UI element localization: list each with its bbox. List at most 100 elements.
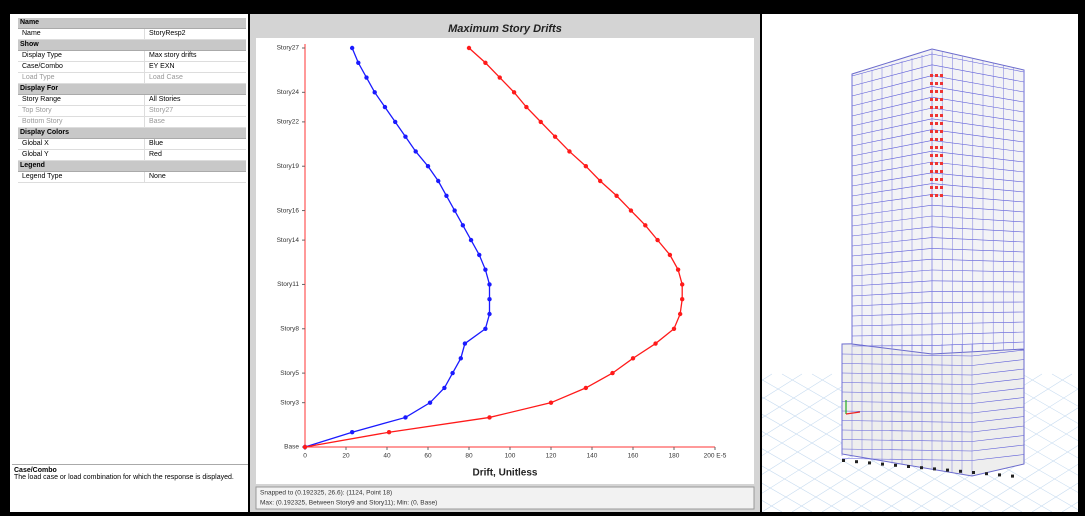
model-joint — [930, 114, 933, 117]
y-tick-label: Story8 — [280, 325, 299, 332]
point — [452, 208, 456, 212]
point — [584, 164, 588, 168]
x-tick-label: 160 — [628, 453, 639, 460]
point — [477, 253, 481, 257]
model-joint — [940, 146, 943, 149]
point — [629, 208, 633, 212]
model-face — [842, 342, 1024, 476]
model-joint — [930, 138, 933, 141]
point — [487, 297, 491, 301]
point — [672, 327, 676, 331]
point — [387, 430, 391, 434]
model-support — [985, 472, 988, 475]
app-window: NameNameStoryResp2ShowDisplay TypeMax st… — [0, 0, 1085, 516]
property-value[interactable]: Load Case — [145, 73, 246, 83]
status-line: Snapped to (0.192325, 26.6): (1124, Poin… — [260, 490, 392, 497]
property-name: Name — [18, 29, 145, 39]
model-joint — [935, 146, 938, 149]
property-name: Legend Type — [18, 172, 145, 182]
y-tick-label: Story3 — [280, 399, 299, 406]
model-joint — [940, 106, 943, 109]
point — [469, 238, 473, 242]
point — [373, 90, 377, 94]
y-tick-label: Story19 — [277, 163, 300, 170]
point — [383, 105, 387, 109]
point — [442, 386, 446, 390]
property-value[interactable]: Story27 — [145, 106, 246, 116]
point — [487, 312, 491, 316]
point — [483, 61, 487, 65]
model-joint — [935, 74, 938, 77]
property-name: Display Type — [18, 51, 145, 61]
property-name: Global Y — [18, 150, 145, 160]
model-joint — [935, 186, 938, 189]
model-joint — [930, 154, 933, 157]
model-joint — [935, 178, 938, 181]
section-header: Legend — [18, 161, 246, 172]
property-value[interactable]: StoryResp2 — [145, 29, 246, 39]
point — [467, 46, 471, 50]
model-support — [894, 464, 897, 467]
property-name: Case/Combo — [18, 62, 145, 72]
model-support — [1011, 475, 1014, 478]
point — [444, 194, 448, 198]
section-header: Show — [18, 40, 246, 51]
model-joint — [930, 122, 933, 125]
property-value[interactable]: EY EXN — [145, 62, 246, 72]
model-support — [920, 466, 923, 469]
point — [428, 400, 432, 404]
model-joint — [930, 106, 933, 109]
chart-title: Maximum Story Drifts — [448, 23, 562, 35]
point — [653, 341, 657, 345]
point — [614, 194, 618, 198]
point — [436, 179, 440, 183]
x-tick-label: 180 — [669, 453, 680, 460]
model-joint — [935, 138, 938, 141]
point — [643, 223, 647, 227]
model-joint — [930, 90, 933, 93]
point — [680, 282, 684, 286]
model-joint — [935, 90, 938, 93]
model-joint — [930, 130, 933, 133]
point — [598, 179, 602, 183]
point — [403, 415, 407, 419]
x-tick-label: 140 — [587, 453, 598, 460]
help-box: Case/Combo The load case or load combina… — [12, 464, 248, 513]
x-tick-label: 80 — [465, 453, 473, 460]
model-joint — [935, 194, 938, 197]
property-value[interactable]: Blue — [145, 139, 246, 149]
model-joint — [935, 130, 938, 133]
property-name: Load Type — [18, 73, 145, 83]
model-joint — [935, 154, 938, 157]
section-header: Display For — [18, 84, 246, 95]
x-axis-label: Drift, Unitless — [472, 468, 537, 479]
x-tick-label: 200 E-5 — [704, 453, 727, 460]
model-joint — [935, 106, 938, 109]
property-name: Bottom Story — [18, 117, 145, 127]
model-support — [946, 469, 949, 472]
model-support — [998, 473, 1001, 476]
model-support — [959, 470, 962, 473]
x-tick-label: 20 — [342, 453, 350, 460]
point — [567, 149, 571, 153]
y-tick-label: Story24 — [277, 89, 300, 96]
point — [303, 445, 307, 449]
property-row: Legend TypeNone — [18, 172, 246, 183]
point — [512, 90, 516, 94]
y-tick-label: Story14 — [277, 237, 300, 244]
x-tick-label: 40 — [383, 453, 391, 460]
property-value[interactable]: Red — [145, 150, 246, 160]
status-line: Max: (0.192325, Between Story9 and Story… — [260, 500, 437, 507]
model-support — [855, 460, 858, 463]
property-value[interactable]: All Stories — [145, 95, 246, 105]
property-value[interactable]: None — [145, 172, 246, 182]
property-value[interactable]: Max story drifts — [145, 51, 246, 61]
point — [549, 400, 553, 404]
property-value[interactable]: Base — [145, 117, 246, 127]
